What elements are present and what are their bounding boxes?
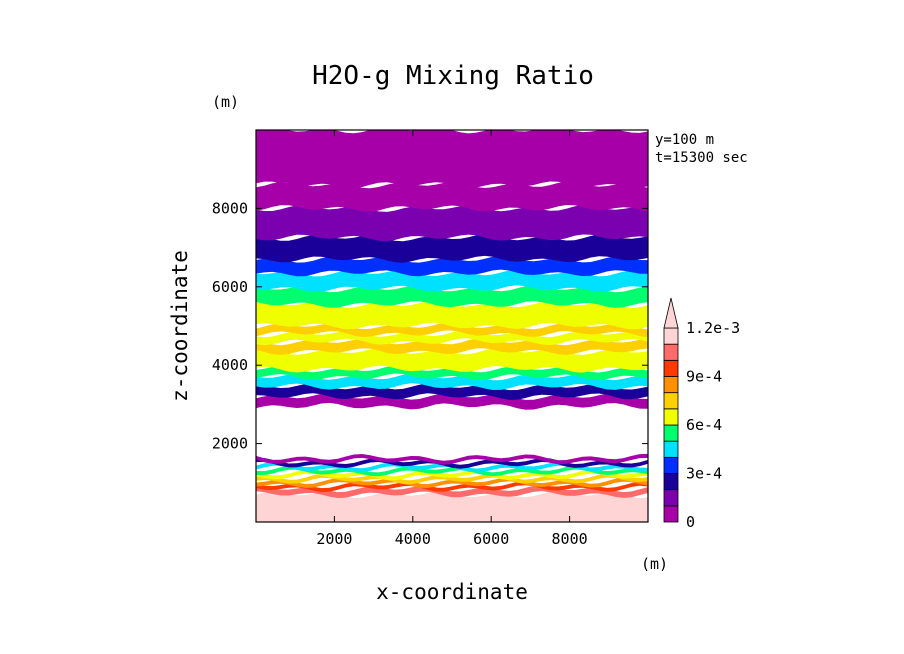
contour-band: [256, 234, 648, 263]
colorbar-swatch: [663, 376, 679, 394]
x-axis-title: x-coordinate: [376, 580, 528, 604]
contour-band: [256, 453, 648, 465]
colorbar-label: 0: [686, 513, 695, 531]
contour-band: [256, 301, 648, 330]
colorbar-swatch: [663, 440, 679, 458]
y-tick-label: 8000: [212, 199, 248, 217]
contour-band: [256, 481, 648, 492]
contour-band: [256, 465, 648, 477]
colorbar: 0 3e-4 6e-4 9e-4 1.2e-3: [663, 297, 740, 531]
colorbar-swatch: [663, 359, 679, 377]
plot-frame: [255, 129, 649, 523]
x-tick-label: 2000: [316, 530, 352, 548]
colorbar-swatch: [663, 327, 679, 345]
x-tick-label: 6000: [473, 530, 509, 548]
chart-title: H2O-g Mixing Ratio: [312, 61, 594, 91]
x-unit-label: (m): [641, 555, 668, 573]
annotation-t: t=15300 sec: [655, 150, 748, 166]
axis-ticks: 2000 4000 6000 8000 2000 4000 6000 8000: [212, 130, 648, 548]
colorbar-swatch: [663, 408, 679, 426]
y-unit-label: (m): [212, 93, 239, 111]
colorbar-swatch: [663, 473, 679, 491]
contour-band: [256, 373, 648, 390]
colorbar-label: 3e-4: [686, 465, 722, 483]
contour-band: [256, 285, 648, 308]
colorbar-label: 6e-4: [686, 416, 722, 434]
y-tick-label: 4000: [212, 356, 248, 374]
x-tick-label: 4000: [395, 530, 431, 548]
colorbar-label: 9e-4: [686, 368, 722, 386]
colorbar-swatch: [663, 505, 679, 523]
colorbar-swatch: [663, 424, 679, 442]
contour-band: [256, 338, 648, 355]
x-tick-label: 8000: [552, 530, 588, 548]
colorbar-extend-arrow: [663, 297, 679, 329]
contour-band: [256, 383, 648, 400]
contour-band: [256, 348, 648, 373]
contour-band: [256, 365, 648, 381]
annotation-y: y=100 m: [655, 132, 714, 148]
y-tick-label: 2000: [212, 435, 248, 453]
contour-band: [256, 269, 648, 293]
y-tick-label: 6000: [212, 278, 248, 296]
plot-area: [256, 130, 648, 522]
contour-band: [256, 255, 648, 277]
contour-band: [256, 491, 648, 522]
contour-band: [256, 181, 648, 212]
contour-band: [256, 205, 648, 242]
colorbar-swatch: [663, 343, 679, 361]
y-axis-title: z-coordinate: [168, 250, 192, 402]
colorbar-label: 1.2e-3: [686, 319, 740, 337]
colorbar-swatch: [663, 392, 679, 410]
contour-band: [256, 130, 648, 189]
contour-band: [256, 393, 648, 410]
contour-band: [256, 322, 648, 338]
colorbar-swatch: [663, 456, 679, 474]
colorbar-swatch: [663, 489, 679, 507]
